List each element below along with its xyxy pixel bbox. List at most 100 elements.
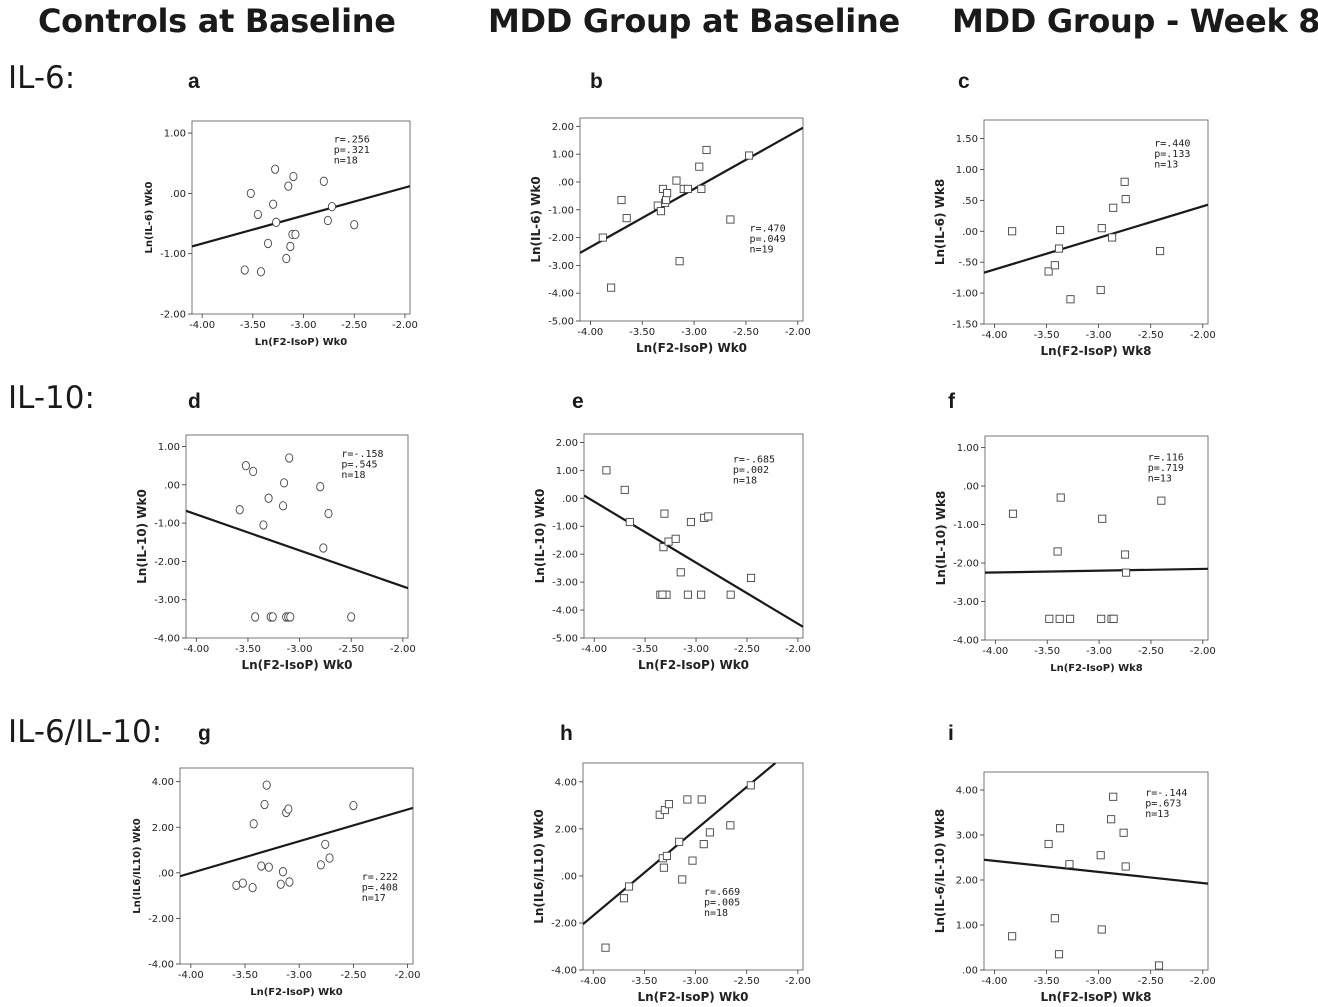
- data-point: [286, 241, 295, 252]
- data-point: [683, 795, 692, 804]
- x-tick-label: -2.50: [1138, 330, 1164, 341]
- data-point: [602, 466, 611, 475]
- data-point: [662, 851, 671, 860]
- data-point: [235, 505, 244, 515]
- panel-letter-a: a: [188, 70, 200, 93]
- data-point: [240, 265, 249, 275]
- data-point: [1044, 839, 1053, 849]
- plot-frame: [579, 117, 804, 322]
- data-point: [271, 164, 280, 174]
- plot-frame: [583, 433, 804, 639]
- data-point: [1066, 295, 1075, 304]
- x-axis-title: Ln(F2-IsoP) Wk0: [637, 990, 748, 1004]
- plot-frame: [582, 762, 804, 971]
- y-tick-label: .00: [962, 966, 978, 977]
- chart-g: -4.00 -3.50 -3.00 -2.50 -2.00 4.00 2.00 .00 -2.0…: [132, 767, 421, 998]
- data-point: [268, 612, 277, 622]
- data-point: [1121, 862, 1130, 871]
- x-axis-title: Ln(F2-IsoP) Wk0: [636, 341, 747, 355]
- data-point: [1055, 614, 1064, 623]
- data-point: [248, 883, 257, 893]
- x-tick-label: -2.50: [340, 970, 366, 981]
- column-header-controls: Controls at Baseline: [38, 2, 396, 40]
- stat-annotation: p=.133: [1154, 149, 1190, 160]
- y-tick-label: .50: [962, 196, 978, 207]
- data-point: [349, 800, 358, 811]
- stat-annotation: p=.321: [334, 145, 370, 156]
- regression-line: [584, 494, 803, 628]
- data-point: [1122, 568, 1131, 577]
- y-tick-label: -1.50: [952, 320, 978, 331]
- x-tick-label: -3.00: [291, 320, 317, 331]
- y-axis-title: Ln(IL-6) Wk0: [529, 176, 543, 262]
- data-point: [659, 863, 668, 872]
- x-tick-label: -3.00: [683, 644, 709, 655]
- x-tick-label: -2.00: [1190, 646, 1216, 657]
- data-point: [656, 207, 665, 216]
- x-tick-label: -3.50: [631, 976, 657, 987]
- data-point: [620, 485, 629, 494]
- data-point: [1119, 828, 1128, 837]
- data-point: [704, 512, 713, 521]
- y-tick-label: -1.00: [160, 249, 186, 260]
- y-tick-label: -2.00: [154, 557, 180, 568]
- data-point: [251, 612, 260, 622]
- column-header-mdd-baseline: MDD Group at Baseline: [488, 2, 900, 40]
- data-point: [663, 189, 672, 198]
- data-point: [624, 882, 634, 891]
- data-point: [347, 612, 356, 622]
- y-tick-label: -4.00: [551, 966, 577, 977]
- data-point: [259, 520, 268, 530]
- data-point: [1008, 932, 1017, 941]
- data-point: [319, 176, 328, 186]
- data-point: [1065, 860, 1074, 869]
- x-tick-label: -3.00: [1086, 646, 1112, 657]
- data-point: [601, 943, 610, 952]
- chart-d: -4.00 -3.50 -3.00 -2.50 -2.00 1.00 .00 -1.00 -2.…: [135, 434, 416, 672]
- data-point: [1157, 496, 1166, 505]
- data-point: [1096, 851, 1105, 860]
- data-point: [319, 543, 328, 553]
- stat-annotation: r=-.158: [341, 449, 383, 460]
- y-tick-label: 4.00: [152, 777, 174, 788]
- x-tick-label: -3.50: [1034, 646, 1060, 657]
- chart-f: -4.00 -3.50 -3.00 -2.50 -2.00 1.00 .00 -1.00 -2.…: [934, 435, 1216, 674]
- data-point: [619, 894, 628, 903]
- y-tick-label: 4.00: [555, 777, 577, 788]
- y-tick-label: .00: [558, 177, 574, 188]
- chart-h: -4.00 -3.50 -3.00 -2.50 -2.00 4.00 2.00 .00 -2.0…: [532, 762, 811, 1004]
- y-tick-label: 1.00: [957, 443, 979, 454]
- y-tick-label: -1.00: [548, 205, 574, 216]
- data-point: [1008, 509, 1018, 518]
- data-point: [1098, 514, 1107, 523]
- stat-annotation: r=-.144: [1145, 788, 1187, 799]
- data-point: [1008, 227, 1017, 236]
- plot-frame: [983, 771, 1209, 971]
- y-axis-title: Ln(IL6/IL10) Wk0: [532, 809, 546, 924]
- data-point: [263, 238, 273, 249]
- data-point: [1107, 815, 1116, 824]
- stat-annotation: p=.545: [341, 460, 377, 471]
- data-point: [246, 188, 255, 199]
- data-point: [285, 453, 294, 463]
- y-tick-label: 1.50: [956, 134, 978, 145]
- x-tick-label: -3.00: [1086, 330, 1112, 341]
- y-tick-label: -5.00: [548, 317, 574, 328]
- data-point: [683, 184, 692, 193]
- x-tick-label: -3.00: [286, 970, 312, 981]
- y-tick-label: -2.00: [953, 559, 979, 570]
- y-tick-label: 3.00: [956, 831, 978, 842]
- x-tick-label: -4.00: [982, 646, 1008, 657]
- y-tick-label: -.50: [958, 258, 978, 269]
- x-tick-label: -2.50: [734, 976, 760, 987]
- panel-letter-e: e: [572, 390, 584, 413]
- data-point: [664, 800, 674, 809]
- y-tick-label: -4.00: [548, 289, 574, 300]
- data-point: [747, 573, 756, 582]
- x-tick-label: -4.00: [580, 976, 606, 987]
- data-point: [672, 176, 681, 185]
- x-tick-label: -4.00: [183, 644, 209, 655]
- y-tick-label: -3.00: [548, 261, 574, 272]
- y-axis-title: Ln(IL-10) Wk8: [934, 491, 948, 586]
- data-point: [1066, 614, 1075, 623]
